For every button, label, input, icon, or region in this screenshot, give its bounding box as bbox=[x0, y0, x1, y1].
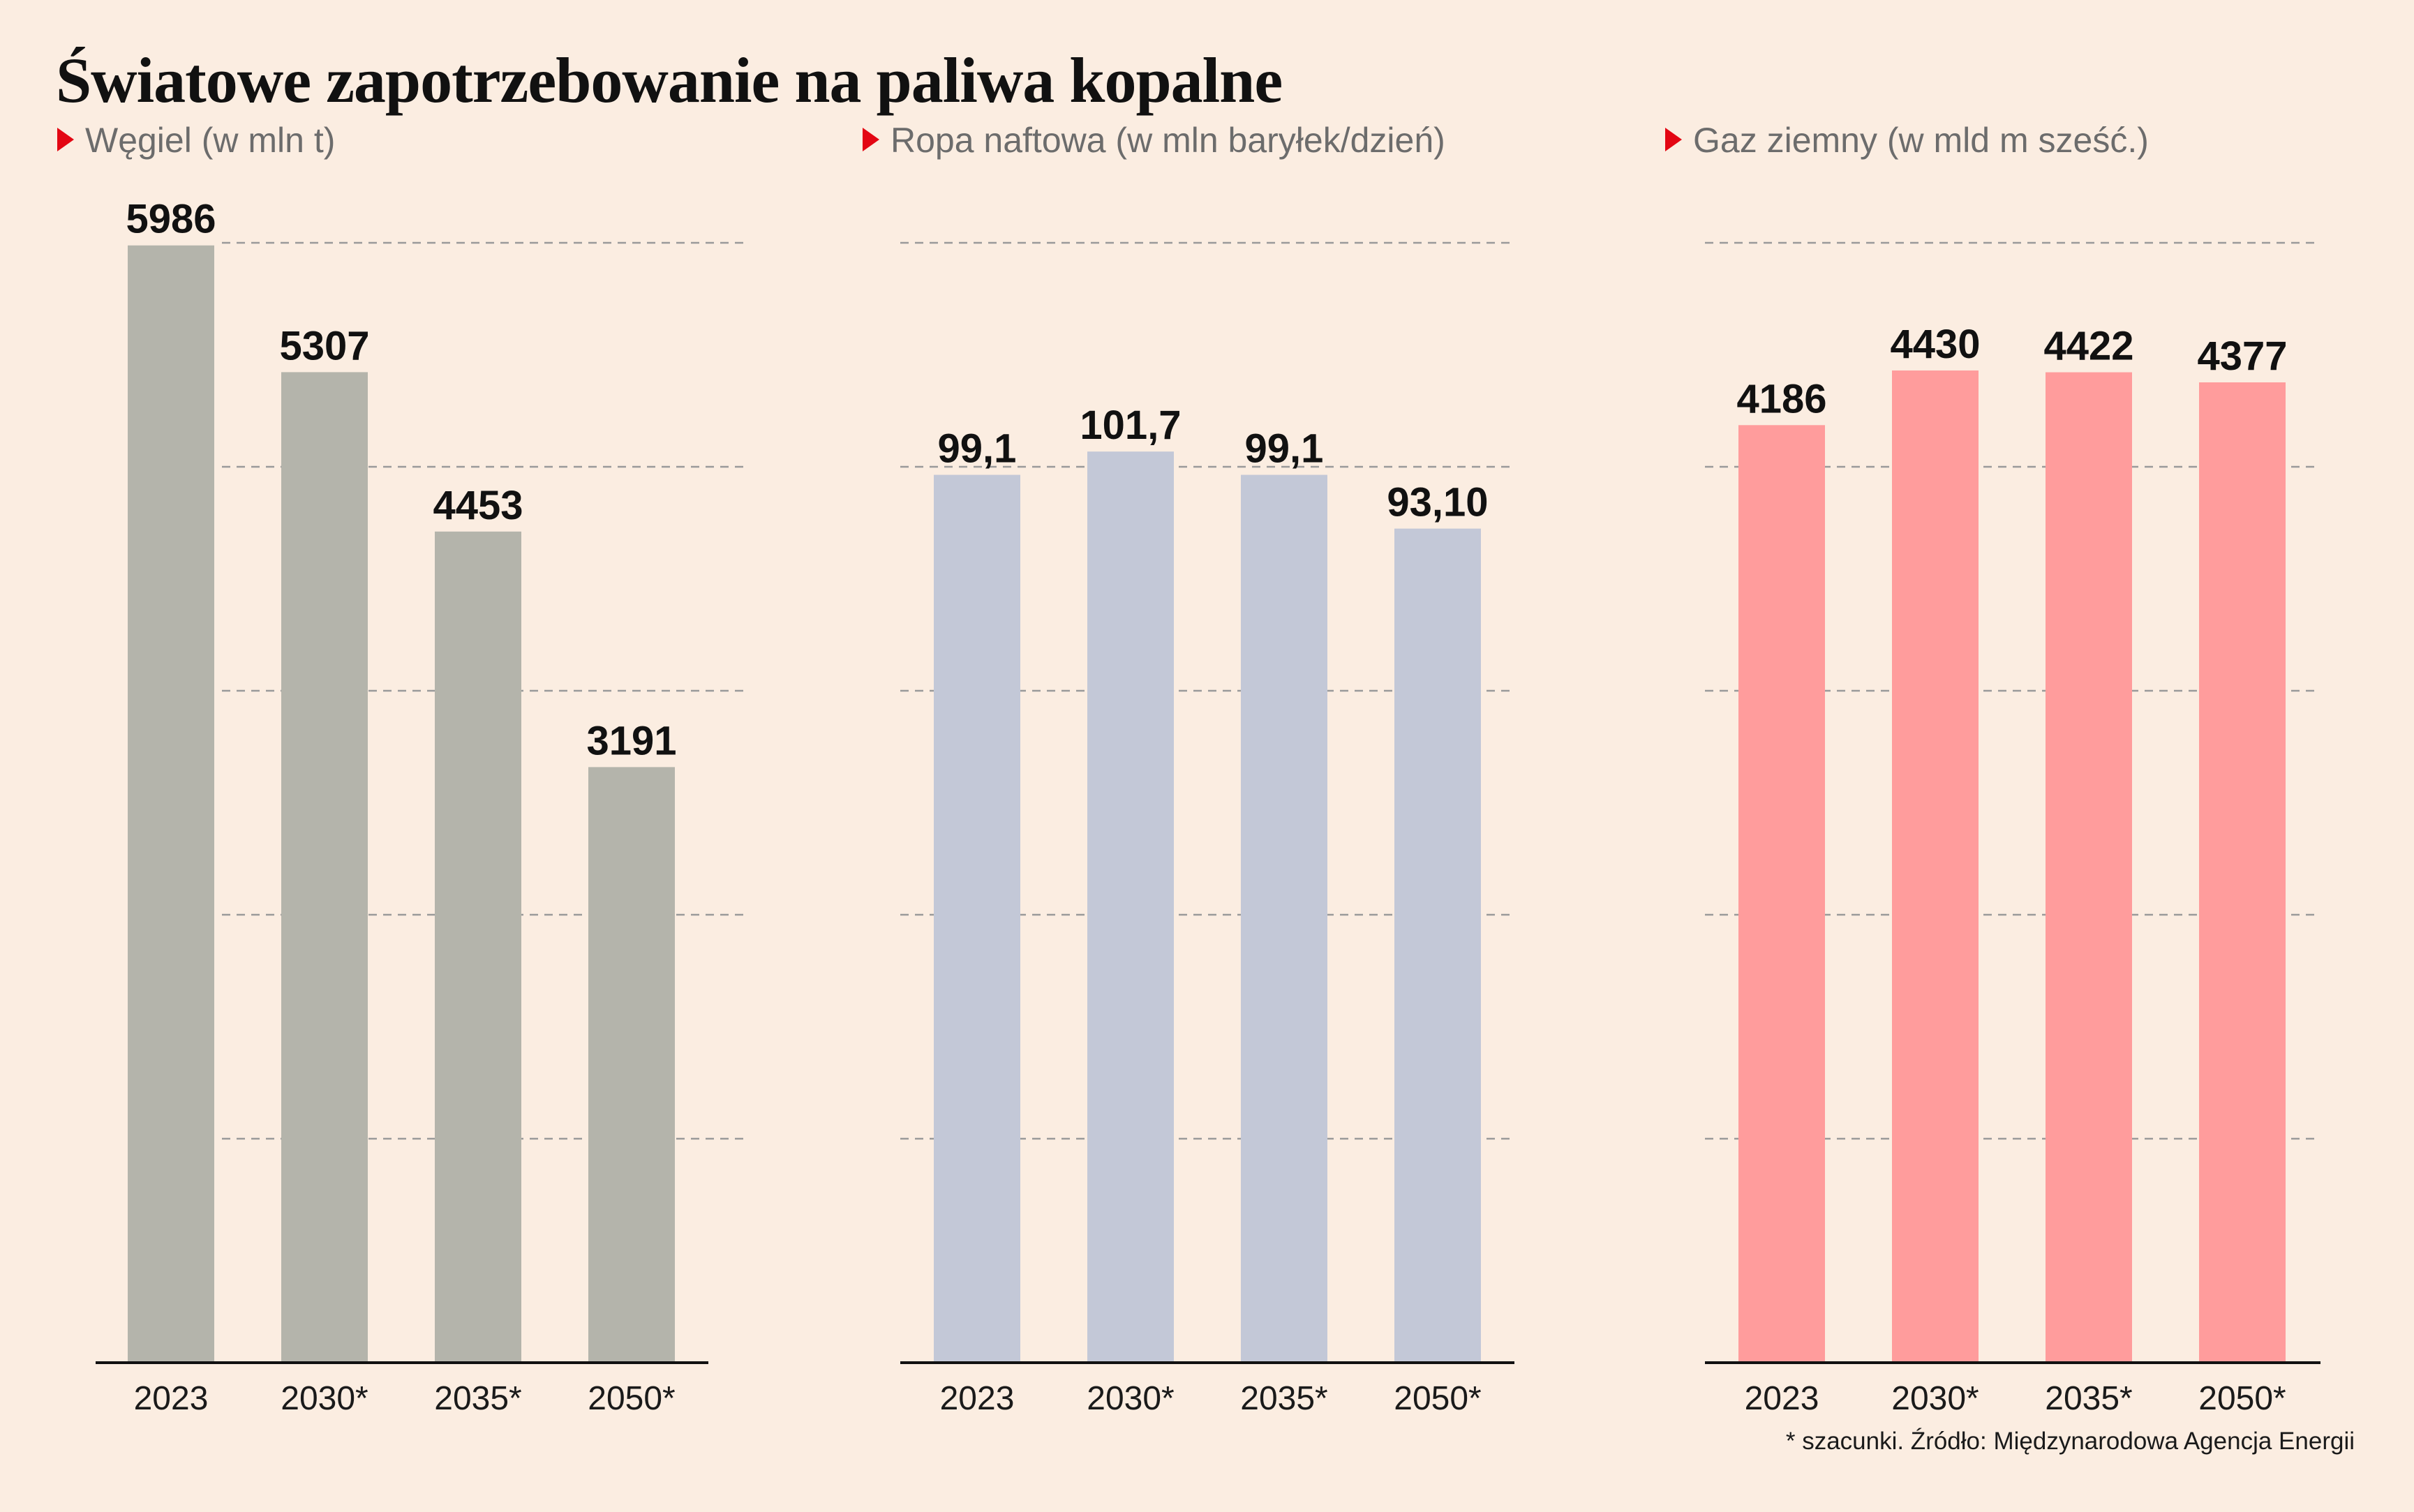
coal-value-label: 5307 bbox=[279, 323, 369, 368]
oil-value-label: 99,1 bbox=[938, 426, 1017, 472]
oil-tick-label: 2035* bbox=[1240, 1380, 1327, 1417]
coal-tick-label: 2030* bbox=[281, 1380, 368, 1417]
gas-tick-label: 2030* bbox=[1891, 1380, 1979, 1417]
panel-gas-title: Gaz ziemny (w mld m sześć.) bbox=[1693, 121, 2149, 160]
coal-bar bbox=[435, 531, 521, 1363]
oil-bar bbox=[1394, 528, 1481, 1363]
oil-tick-label: 2030* bbox=[1087, 1380, 1174, 1417]
oil-value-label: 99,1 bbox=[1245, 426, 1324, 472]
red-triangle-icon bbox=[1665, 127, 1682, 151]
gas-value-label: 4186 bbox=[1736, 376, 1826, 421]
gas-tick-label: 2035* bbox=[2045, 1380, 2132, 1417]
oil-bar bbox=[1087, 451, 1174, 1363]
gas-value-label: 4422 bbox=[2043, 324, 2133, 369]
coal-tick-label: 2035* bbox=[434, 1380, 521, 1417]
oil-value-label: 93,10 bbox=[1387, 480, 1488, 525]
panel-oil-title: Ropa naftowa (w mln baryłek/dzień) bbox=[891, 121, 1445, 160]
chart-title: Światowe zapotrzebowanie na paliwa kopal… bbox=[56, 45, 1283, 116]
panel-coal-title: Węgiel (w mln t) bbox=[85, 121, 336, 160]
coal-value-label: 3191 bbox=[586, 718, 676, 763]
gas-tick-label: 2050* bbox=[2198, 1380, 2286, 1417]
oil-bar bbox=[934, 474, 1020, 1363]
oil-bar bbox=[1241, 474, 1327, 1363]
oil-tick-label: 2023 bbox=[940, 1380, 1015, 1417]
coal-bar bbox=[588, 767, 675, 1363]
source-footnote: * szacunki. Źródło: Międzynarodowa Agenc… bbox=[1785, 1428, 2355, 1455]
panel-coal-subtitle: Węgiel (w mln t) bbox=[57, 120, 335, 160]
gas-value-label: 4430 bbox=[1890, 322, 1980, 367]
coal-tick-label: 2023 bbox=[134, 1380, 209, 1417]
coal-bar bbox=[128, 245, 214, 1363]
coal-value-label: 4453 bbox=[433, 483, 523, 528]
gas-bar bbox=[1738, 425, 1825, 1363]
panel-oil-subtitle: Ropa naftowa (w mln baryłek/dzień) bbox=[863, 120, 1445, 160]
panel-gas-subtitle: Gaz ziemny (w mld m sześć.) bbox=[1665, 120, 2149, 160]
gas-value-label: 4377 bbox=[2197, 334, 2287, 379]
oil-tick-label: 2050* bbox=[1394, 1380, 1481, 1417]
coal-value-label: 5986 bbox=[126, 197, 216, 242]
gas-tick-label: 2023 bbox=[1745, 1380, 1819, 1417]
gas-bar bbox=[2199, 382, 2286, 1363]
gas-bar bbox=[2046, 372, 2132, 1363]
coal-bar bbox=[281, 372, 368, 1363]
gas-bar bbox=[1892, 370, 1979, 1363]
red-triangle-icon bbox=[863, 127, 879, 151]
oil-value-label: 101,7 bbox=[1080, 403, 1181, 448]
coal-tick-label: 2050* bbox=[588, 1380, 675, 1417]
red-triangle-icon bbox=[57, 127, 74, 151]
